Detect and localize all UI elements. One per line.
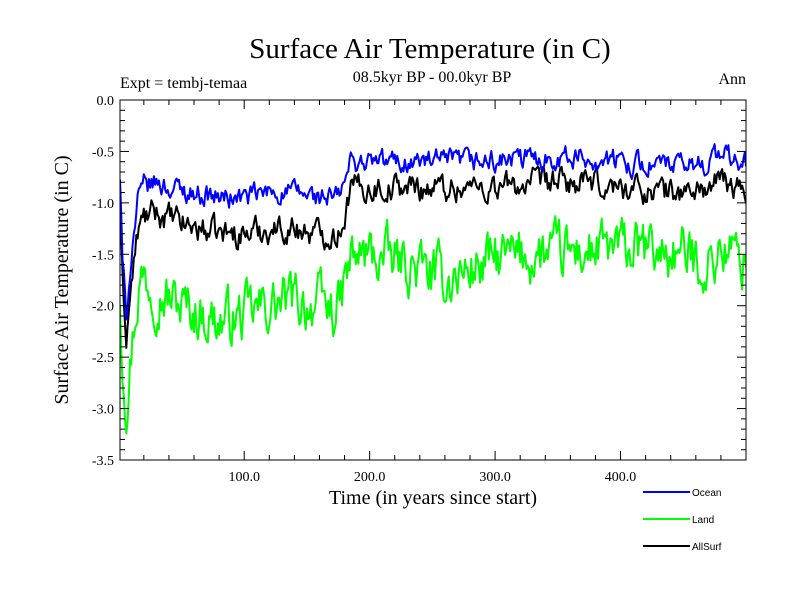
x-tick-label: 200.0	[354, 470, 386, 485]
chart-subtitle: 08.5kyr BP - 00.0kyr BP	[353, 69, 512, 86]
season-label: Ann	[718, 71, 746, 88]
experiment-label: Expt = tembj-temaa	[120, 75, 247, 92]
y-tick-label: 0.0	[97, 94, 115, 109]
x-tick-label: 400.0	[605, 470, 637, 485]
y-tick-label: -2.5	[92, 351, 114, 366]
chart-title: Surface Air Temperature (in C)	[249, 33, 610, 65]
legend-label-ocean: Ocean	[692, 488, 721, 499]
series-line-land	[120, 215, 746, 435]
y-tick-label: -2.0	[92, 300, 114, 315]
x-tick-label: 100.0	[228, 470, 260, 485]
legend-label-allsurf: AllSurf	[692, 542, 722, 553]
series-line-ocean	[120, 143, 746, 321]
y-tick-label: -1.0	[92, 197, 114, 212]
y-tick-label: -3.5	[92, 454, 114, 469]
legend-label-land: Land	[692, 515, 714, 526]
legend: Ocean Land AllSurf	[643, 488, 722, 553]
series-line-allsurf	[120, 165, 746, 349]
y-tick-label: -3.0	[92, 403, 114, 418]
plot-frame	[119, 99, 747, 461]
axis-ticks: 100.0 200.0 300.0 400.0 0.0 -0.5 -1.0 -1.5 -2.0 -…	[92, 94, 746, 485]
x-axis-label: Time (in years since start)	[329, 487, 537, 509]
y-axis-label: Surface Air Temperature (in C)	[51, 155, 73, 404]
series-layer	[120, 143, 746, 435]
y-tick-label: -0.5	[92, 145, 114, 160]
y-tick-label: -1.5	[92, 248, 114, 263]
x-tick-label: 300.0	[479, 470, 511, 485]
